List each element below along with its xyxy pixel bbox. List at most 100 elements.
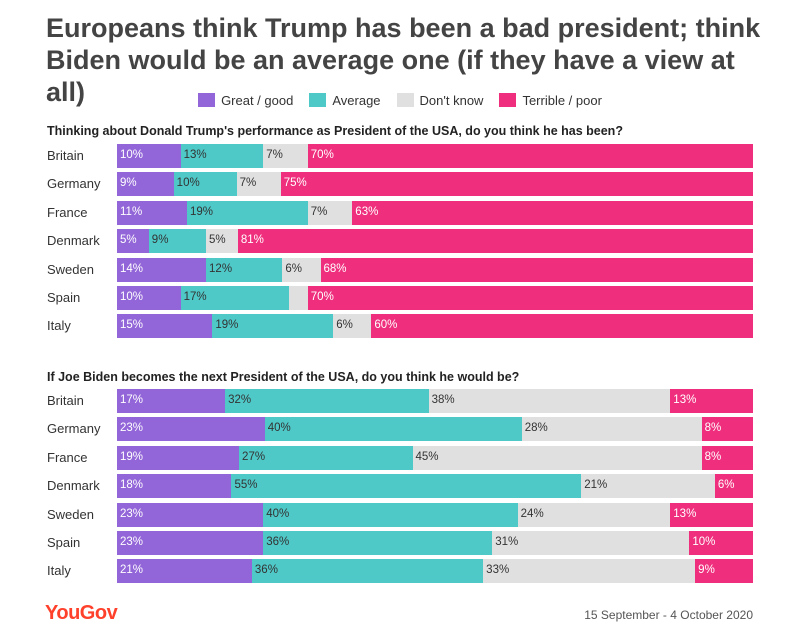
data-label: 9% — [151, 234, 169, 247]
bar-segment-average: 12% — [206, 257, 283, 282]
legend-label: Terrible / poor — [522, 92, 602, 108]
bar-segment-terrible-poor: 70% — [307, 144, 753, 168]
bar-segment-great-good: 17% — [117, 389, 226, 413]
bar-segment-great-good: 9% — [117, 172, 174, 197]
data-label: 60% — [374, 319, 398, 332]
bar-segment-dont-know: 6% — [282, 257, 321, 282]
row-label: Britain — [47, 393, 84, 408]
bar-segment-average: 10% — [173, 172, 237, 197]
survey-date: 15 September - 4 October 2020 — [584, 608, 753, 622]
data-label: 32% — [228, 394, 252, 406]
row-label: Denmark — [47, 478, 100, 494]
trump-performance-chart: Britain 10% 13% 7% 70% Germany 9% 10% 7% 75% Franc… — [0, 144, 800, 344]
yougov-logo: YouGov — [45, 602, 118, 624]
bar-segment-terrible-poor: 13% — [670, 502, 753, 527]
chart-row: France 11% 19% 7% 63% — [0, 200, 800, 225]
chart-row: Sweden 14% 12% 6% 68% — [0, 257, 800, 282]
chart-row: Spain 23% 36% 31% 10% — [0, 531, 800, 555]
chart-title: Europeans think Trump has been a bad pre… — [46, 13, 761, 107]
bar-segment-great-good: 15% — [117, 314, 213, 339]
data-label: 6% — [717, 479, 735, 492]
legend: Great / good Average Don't know Terrible / … — [0, 90, 800, 110]
data-label: 10% — [176, 177, 200, 190]
data-label: 68% — [323, 262, 347, 275]
data-label: 5% — [120, 234, 137, 247]
bar-segment-average: 19% — [186, 200, 308, 225]
bar-segment-dont-know: 21% — [581, 474, 715, 499]
legend-swatch — [499, 93, 517, 107]
bar-segment-dont-know: 24% — [517, 502, 671, 527]
bar-segment-great-good: 14% — [117, 257, 207, 282]
stacked-bar: 15% 19% 6% 60% — [117, 314, 753, 339]
row-label: France — [47, 204, 88, 220]
data-label: 55% — [234, 479, 258, 492]
data-label: 17% — [120, 394, 144, 406]
data-label: 13% — [673, 394, 697, 406]
row-label: Italy — [47, 563, 71, 579]
bar-segment-terrible-poor: 9% — [695, 559, 753, 584]
stacked-bar: 5% 9% 5% 81% — [117, 229, 753, 254]
bar-segment-dont-know: 7% — [236, 172, 281, 197]
row-label: Sweden — [47, 261, 94, 277]
bar-segment-terrible-poor: 68% — [320, 257, 753, 282]
row-label: Britain — [47, 148, 84, 163]
bar-segment-great-good: 10% — [117, 286, 181, 310]
bar-segment-great-good: 18% — [117, 474, 232, 499]
data-label: 9% — [698, 564, 715, 577]
bar-segment-terrible-poor: 63% — [352, 200, 753, 225]
row-label: Italy — [47, 318, 71, 334]
data-label: 31% — [495, 536, 519, 548]
data-label: 23% — [120, 422, 144, 435]
legend-item: Terrible / poor — [499, 90, 602, 110]
data-label: 8% — [704, 422, 722, 435]
trump-question-title: Thinking about Donald Trump's performanc… — [47, 124, 623, 138]
bar-segment-average: 36% — [263, 531, 493, 555]
data-label: 6% — [285, 262, 302, 275]
stacked-bar: 23% 36% 31% 10% — [117, 531, 753, 555]
chart-row: Italy 15% 19% 6% 60% — [0, 314, 800, 339]
data-label: 7% — [239, 177, 257, 190]
chart-row: Germany 23% 40% 28% 8% — [0, 417, 800, 442]
row-label: Denmark — [47, 233, 100, 249]
bar-segment-average: 27% — [239, 445, 413, 470]
chart-row: Britain 17% 32% 38% 13% — [0, 389, 800, 413]
stacked-bar: 19% 27% 45% 8% — [117, 445, 753, 470]
data-label: 8% — [704, 450, 722, 463]
data-label: 11% — [120, 205, 143, 218]
data-label: 19% — [120, 450, 144, 463]
data-label: 7% — [266, 149, 283, 161]
data-label: 13% — [183, 149, 207, 161]
legend-label: Don't know — [419, 92, 484, 108]
bar-segment-average: 9% — [148, 229, 207, 254]
data-label: 24% — [520, 507, 544, 520]
data-label: 5% — [209, 234, 226, 247]
legend-item: Average — [309, 90, 381, 110]
stacked-bar: 10% 17% 70% — [117, 286, 753, 310]
stacked-bar: 18% 55% 21% 6% — [117, 474, 753, 499]
bar-segment-average: 40% — [263, 502, 518, 527]
legend-swatch — [396, 93, 414, 107]
chart-row: France 19% 27% 45% 8% — [0, 445, 800, 470]
bar-segment-dont-know: 5% — [206, 229, 238, 254]
bar-segment-dont-know: 6% — [333, 314, 372, 339]
stacked-bar: 9% 10% 7% 75% — [117, 172, 753, 197]
data-label: 81% — [240, 234, 264, 247]
data-label: 27% — [242, 450, 266, 463]
bar-segment-dont-know: 7% — [263, 144, 308, 168]
bar-segment-average: 32% — [225, 389, 429, 413]
chart-row: Spain 10% 17% 70% — [0, 286, 800, 310]
bar-segment-average: 55% — [231, 474, 582, 499]
row-label: Sweden — [47, 506, 94, 522]
bar-segment-terrible-poor: 75% — [280, 172, 753, 197]
data-label: 10% — [120, 291, 144, 303]
data-label: 40% — [267, 422, 291, 435]
bar-segment-terrible-poor: 81% — [237, 229, 753, 254]
chart-row: Germany 9% 10% 7% 75% — [0, 172, 800, 197]
chart-row: Italy 21% 36% 33% 9% — [0, 559, 800, 584]
bar-segment-dont-know: 38% — [428, 389, 671, 413]
data-label: 19% — [215, 319, 239, 332]
data-label: 19% — [189, 205, 213, 218]
legend-swatch — [309, 93, 327, 107]
bar-segment-average: 17% — [180, 286, 289, 310]
data-label: 40% — [266, 507, 290, 520]
